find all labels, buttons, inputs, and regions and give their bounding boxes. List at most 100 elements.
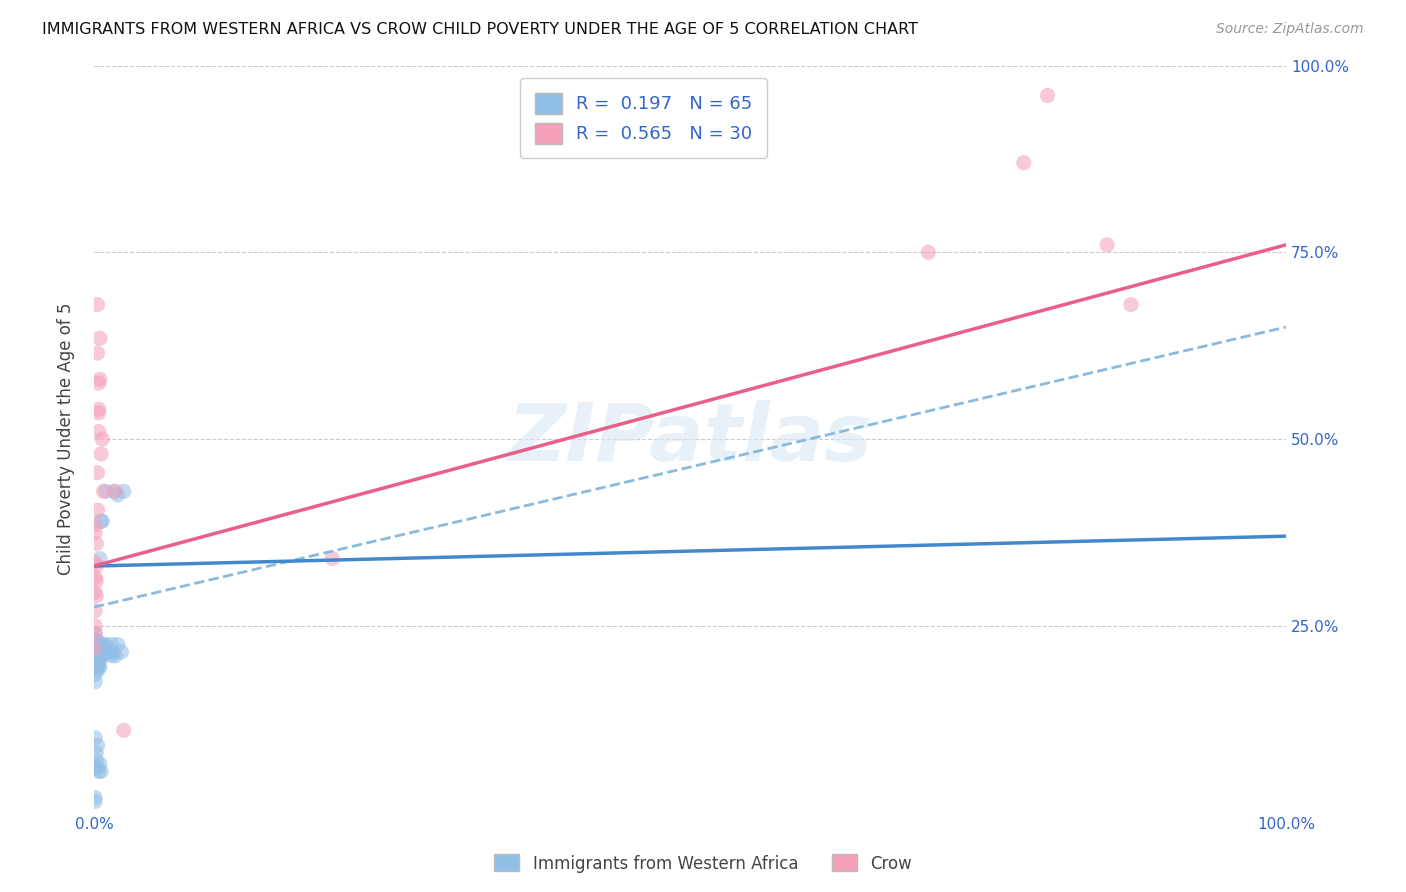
Point [90, 447, 112, 461]
Point [86, 641, 108, 656]
Point [90, 648, 112, 663]
Point [104, 648, 127, 663]
Point [86, 660, 108, 674]
Point [84, 667, 107, 681]
Point [84, 790, 107, 805]
Point [89, 756, 111, 771]
Point [93, 638, 115, 652]
Point [84, 626, 107, 640]
Legend: R =  0.197   N = 65, R =  0.565   N = 30: R = 0.197 N = 65, R = 0.565 N = 30 [520, 78, 766, 158]
Point [84, 525, 107, 540]
Point [86, 652, 108, 666]
Point [86, 641, 108, 656]
Point [86, 656, 108, 670]
Point [84, 794, 107, 808]
Point [86, 466, 108, 480]
Point [112, 723, 135, 738]
Point [87, 402, 110, 417]
Point [100, 645, 122, 659]
Point [93, 484, 115, 499]
Point [917, 245, 939, 260]
Point [89, 660, 111, 674]
Point [107, 488, 129, 502]
Point [86, 656, 108, 670]
Point [86, 648, 108, 663]
Point [93, 648, 115, 663]
Point [84, 731, 107, 745]
Point [86, 761, 108, 775]
Point [86, 645, 108, 659]
Point [86, 645, 108, 659]
Point [91, 514, 114, 528]
Point [87, 764, 110, 779]
Point [84, 641, 107, 656]
Point [1012, 155, 1035, 169]
Point [90, 638, 112, 652]
Point [112, 484, 135, 499]
Point [84, 761, 107, 775]
Point [86, 633, 108, 648]
Point [1036, 88, 1059, 103]
Point [87, 406, 110, 420]
Point [86, 536, 108, 550]
Point [87, 425, 110, 439]
Point [89, 331, 111, 345]
Point [86, 753, 108, 767]
Point [86, 660, 108, 674]
Text: ZIPatlas: ZIPatlas [508, 401, 873, 478]
Point [91, 432, 114, 446]
Point [90, 764, 112, 779]
Point [84, 604, 107, 618]
Point [86, 656, 108, 670]
Point [93, 645, 115, 659]
Point [104, 484, 127, 499]
Point [84, 674, 107, 689]
Point [84, 555, 107, 569]
Y-axis label: Child Poverty Under the Age of 5: Child Poverty Under the Age of 5 [58, 302, 75, 575]
Text: IMMIGRANTS FROM WESTERN AFRICA VS CROW CHILD POVERTY UNDER THE AGE OF 5 CORRELAT: IMMIGRANTS FROM WESTERN AFRICA VS CROW C… [42, 22, 918, 37]
Point [89, 645, 111, 659]
Legend: Immigrants from Western Africa, Crow: Immigrants from Western Africa, Crow [488, 847, 918, 880]
Point [84, 638, 107, 652]
Point [107, 638, 129, 652]
Point [87, 660, 110, 674]
Point [86, 645, 108, 659]
Point [87, 376, 110, 390]
Point [84, 518, 107, 533]
Point [86, 503, 108, 517]
Point [87, 645, 110, 659]
Point [86, 660, 108, 674]
Point [84, 633, 107, 648]
Point [84, 645, 107, 659]
Point [86, 589, 108, 603]
Point [87, 645, 110, 659]
Point [84, 641, 107, 656]
Point [86, 664, 108, 678]
Point [91, 645, 114, 659]
Point [84, 570, 107, 584]
Point [90, 514, 112, 528]
Point [101, 648, 124, 663]
Point [86, 652, 108, 666]
Point [86, 298, 108, 312]
Point [86, 648, 108, 663]
Point [87, 638, 110, 652]
Point [94, 484, 117, 499]
Point [110, 645, 132, 659]
Point [89, 638, 111, 652]
Text: Source: ZipAtlas.com: Source: ZipAtlas.com [1216, 22, 1364, 37]
Point [84, 585, 107, 599]
Point [86, 746, 108, 760]
Point [86, 638, 108, 652]
Point [84, 656, 107, 670]
Point [86, 739, 108, 753]
Point [86, 638, 108, 652]
Point [1119, 298, 1142, 312]
Point [103, 484, 125, 499]
Point [87, 648, 110, 663]
Point [86, 633, 108, 648]
Point [84, 648, 107, 663]
Point [89, 551, 111, 566]
Point [101, 638, 124, 652]
Point [86, 346, 108, 360]
